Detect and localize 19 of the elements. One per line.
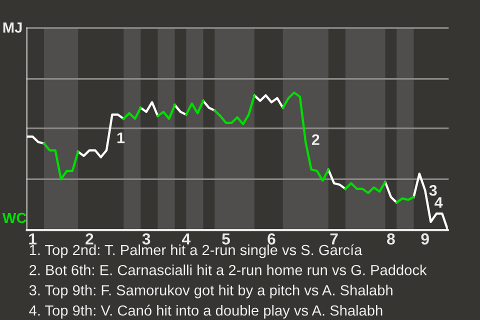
text: 3. Top 9th: F. Samorukov got hit by a pitch vs A. Shalabh	[29, 284, 392, 298]
text: MJ	[3, 22, 22, 33]
x-tick-label: 9	[421, 233, 429, 245]
annotation: 2	[312, 134, 320, 145]
text: 4. Top 9th: V. Canó hit into a double play vs A. Shalabh	[29, 304, 382, 319]
x-tick-label: 4	[182, 233, 191, 244]
text: WC	[2, 212, 26, 224]
annotation: 1	[117, 132, 125, 144]
text: 2. Bot 6th: E. Carnascialli hit a 2-run home run vs G. Paddock	[30, 264, 427, 276]
text: 1. Top 2nd: T. Palmer hit a 2-run single vs S. García	[30, 244, 362, 258]
x-tick-label: 1	[29, 233, 37, 244]
annotation: 4	[434, 197, 443, 208]
x-tick-label: 3	[142, 233, 150, 245]
x-tick-label: 2	[86, 233, 94, 244]
annotation: 3	[429, 184, 437, 196]
x-tick-label: 8	[387, 233, 395, 245]
x-tick-label: 5	[222, 233, 230, 245]
x-tick-label: 7	[330, 233, 338, 244]
x-tick-label: 6	[268, 233, 276, 245]
